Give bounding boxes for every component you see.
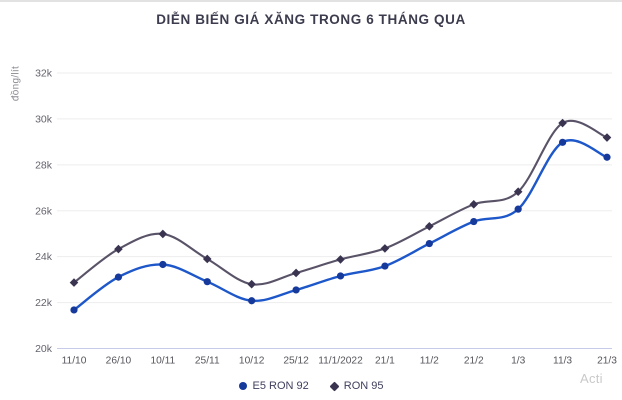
data-point-e5-ron-92	[70, 306, 78, 314]
data-point-ron-95	[247, 279, 256, 289]
x-tick-label: 25/11	[195, 356, 220, 367]
data-point-e5-ron-92	[425, 239, 433, 248]
data-point-ron-95	[558, 118, 567, 128]
data-point-ron-95	[602, 133, 612, 142]
data-point-ron-95	[291, 268, 301, 278]
y-tick-label: 30k	[35, 113, 53, 125]
legend-label: RON 95	[343, 380, 384, 392]
y-tick-label: 22k	[35, 297, 53, 309]
chart-legend: E5 RON 92 RON 95	[0, 380, 622, 392]
x-tick-label: 11/3	[553, 356, 572, 367]
data-point-e5-ron-92	[470, 217, 478, 226]
data-point-ron-95	[158, 229, 168, 239]
data-point-e5-ron-92	[558, 138, 567, 146]
y-tick-label: 26k	[35, 205, 53, 217]
x-tick-label: 10/12	[239, 356, 265, 367]
data-point-ron-95	[69, 278, 79, 287]
series-line-e5-ron-92	[72, 139, 609, 312]
window-top-edge	[0, 0, 622, 2]
data-point-e5-ron-92	[203, 278, 211, 286]
x-tick-label: 1/3	[511, 356, 525, 367]
data-point-ron-95	[513, 187, 523, 196]
chart-title: DIỄN BIẾN GIÁ XĂNG TRONG 6 THÁNG QUA	[156, 12, 466, 27]
x-tick-label: 11/2	[420, 356, 439, 367]
data-point-ron-95	[202, 254, 212, 264]
data-point-e5-ron-92	[292, 286, 300, 294]
x-tick-label: 21/1	[375, 356, 395, 367]
data-point-e5-ron-92	[159, 260, 167, 269]
x-tick-label: 21/2	[464, 356, 484, 367]
x-tick-label: 21/3	[597, 356, 617, 367]
legend-item-ron-95[interactable]: RON 95	[329, 380, 384, 392]
data-point-ron-95	[114, 244, 123, 254]
legend-label: E5 RON 92	[252, 380, 309, 392]
x-tick-label: 11/1/2022	[318, 356, 363, 367]
data-point-ron-95	[469, 200, 479, 209]
data-point-ron-95	[336, 255, 345, 264]
diamond-marker-icon	[329, 381, 340, 391]
x-tick-label: 10/11	[150, 356, 175, 367]
watermark-text: Acti	[580, 371, 603, 386]
y-tick-label: 32k	[35, 68, 53, 80]
x-tick-label: 11/10	[62, 356, 87, 367]
data-point-ron-95	[425, 222, 434, 231]
y-tick-label: 28k	[35, 159, 53, 171]
y-tick-label: 24k	[35, 251, 53, 263]
data-point-e5-ron-92	[381, 262, 389, 270]
data-point-e5-ron-92	[603, 153, 611, 161]
legend-item-e5-ron-92[interactable]: E5 RON 92	[238, 380, 309, 392]
circle-marker-icon	[238, 382, 247, 390]
data-point-e5-ron-92	[514, 205, 522, 213]
data-point-e5-ron-92	[114, 273, 123, 281]
x-tick-label: 26/10	[106, 356, 132, 367]
y-tick-label: 20k	[35, 343, 53, 355]
data-point-e5-ron-92	[248, 297, 256, 305]
x-tick-label: 25/12	[283, 356, 309, 367]
data-point-e5-ron-92	[336, 272, 345, 280]
data-point-ron-95	[380, 244, 390, 253]
